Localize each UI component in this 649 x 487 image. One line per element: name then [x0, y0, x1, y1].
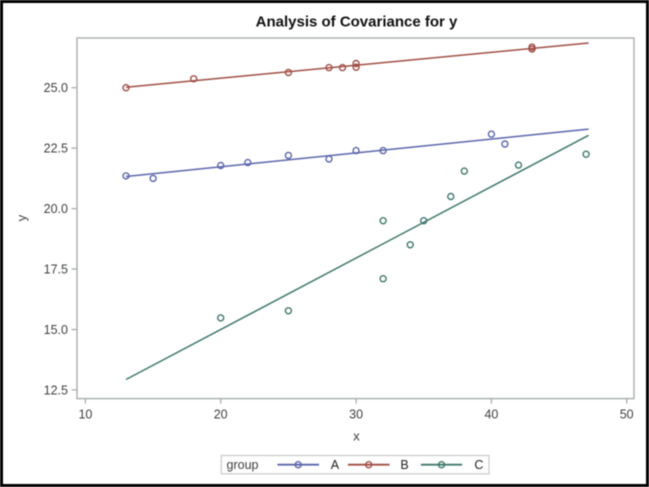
svg-text:20: 20 [214, 408, 228, 422]
svg-text:group: group [227, 458, 259, 472]
svg-text:30: 30 [349, 408, 363, 422]
svg-text:20.0: 20.0 [44, 202, 68, 216]
svg-text:17.5: 17.5 [44, 262, 68, 276]
svg-text:15.0: 15.0 [44, 323, 68, 337]
svg-text:Analysis of Covariance for y: Analysis of Covariance for y [256, 14, 458, 31]
svg-text:22.5: 22.5 [44, 142, 68, 156]
svg-text:25.0: 25.0 [44, 81, 68, 95]
svg-text:B: B [400, 458, 408, 472]
svg-text:y: y [14, 214, 29, 221]
svg-text:10: 10 [78, 408, 92, 422]
svg-text:x: x [353, 429, 360, 444]
svg-text:40: 40 [484, 408, 498, 422]
svg-text:A: A [331, 458, 340, 472]
svg-text:C: C [474, 458, 483, 472]
svg-text:50: 50 [620, 408, 634, 422]
svg-text:12.5: 12.5 [44, 383, 68, 397]
